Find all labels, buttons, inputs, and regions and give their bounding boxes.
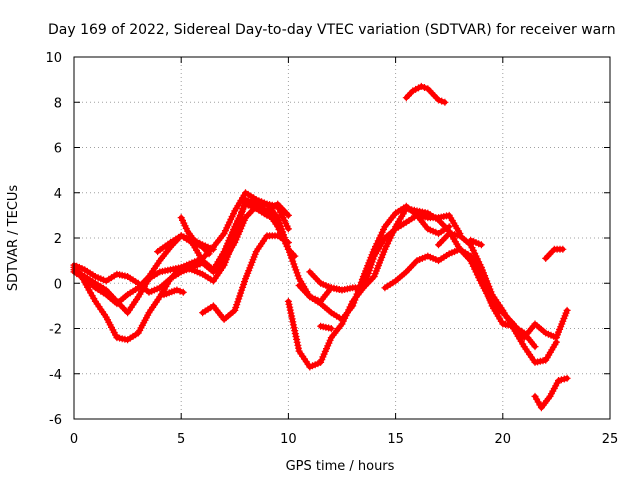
series-markers: [402, 82, 449, 106]
series-track-20: [531, 374, 571, 412]
series-markers: [70, 196, 292, 317]
y-tick-label: 6: [54, 142, 62, 157]
series-markers: [456, 245, 571, 342]
y-tick-label: 2: [54, 232, 62, 247]
y-axis-label: SDTVAR / TECUs: [6, 185, 21, 292]
y-tick-label: 0: [54, 277, 62, 292]
series-layer: [70, 82, 571, 412]
grid: [74, 57, 610, 419]
series-track-18: [402, 82, 449, 106]
series-markers: [531, 374, 571, 412]
series-markers: [284, 211, 464, 371]
series-line: [382, 246, 538, 350]
series-markers: [306, 205, 464, 294]
x-tick-label: 20: [495, 432, 512, 447]
x-tick-label: 0: [70, 432, 78, 447]
series-track-8: [199, 232, 292, 323]
x-tick-label: 10: [280, 432, 297, 447]
series-track-11: [295, 202, 453, 323]
series-markers: [177, 214, 217, 253]
series-track-7: [177, 214, 217, 253]
series-track-19: [542, 245, 567, 262]
axis-ticks: [73, 56, 611, 420]
y-axis-tick-labels: -6 -4 -2 0 2 4 6 8 10: [45, 51, 62, 428]
series-track-15: [435, 230, 560, 366]
chart-title: Day 169 of 2022, Sidereal Day-to-day VTE…: [48, 22, 616, 38]
series-track-4: [70, 200, 292, 296]
series-track-12: [306, 205, 464, 294]
y-tick-label: -6: [49, 413, 62, 428]
series-track-10: [284, 211, 464, 371]
series-track-16: [456, 245, 571, 342]
y-tick-label: -4: [49, 368, 62, 383]
series-track-6: [160, 286, 187, 299]
x-axis-label: GPS time / hours: [286, 459, 395, 474]
x-tick-label: 15: [387, 432, 404, 447]
series-markers: [317, 322, 335, 332]
series-markers: [542, 245, 567, 262]
y-tick-label: 4: [54, 187, 62, 202]
y-tick-label: 10: [45, 51, 62, 66]
y-tick-label: -2: [49, 323, 62, 338]
series-markers: [199, 232, 292, 323]
series-markers: [467, 236, 485, 249]
series-track-13: [317, 322, 335, 332]
x-axis-tick-labels: 0 5 10 15 20 25: [70, 432, 618, 447]
y-tick-label: 8: [54, 96, 62, 111]
series-track-17: [467, 236, 485, 249]
x-tick-label: 5: [177, 432, 185, 447]
series-track-2: [70, 196, 292, 317]
series-markers: [160, 286, 187, 299]
x-tick-label: 25: [602, 432, 619, 447]
